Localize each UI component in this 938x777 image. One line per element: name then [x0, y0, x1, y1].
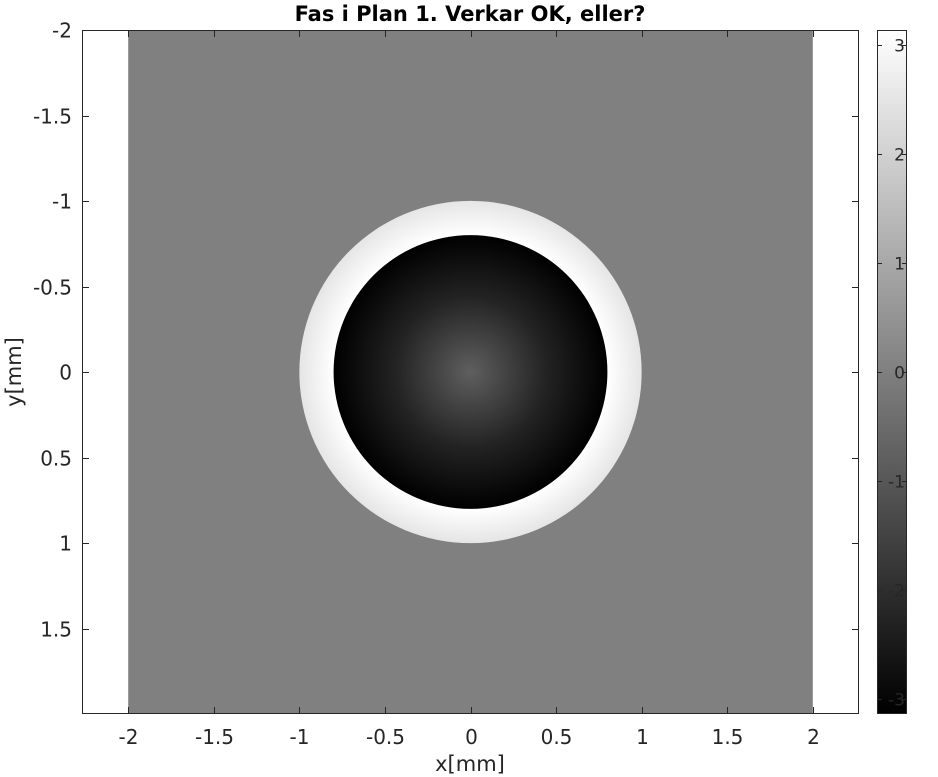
- phase-image: [128, 30, 813, 714]
- y-axis-label: y[mm]: [2, 337, 26, 407]
- axes: -2 -1.5 -1 -0.5 0 0.5 1 1.5 2 -2 -1.5 -1 -0.5 0 0.5 1 1…: [33, 19, 859, 749]
- colorbar-tick-label: 2: [894, 146, 905, 166]
- colorbar-tick-label: -3: [888, 691, 905, 711]
- phase-disk: [333, 235, 608, 509]
- y-tick-label: -2: [52, 19, 72, 43]
- y-tick-label: 1: [59, 532, 72, 556]
- x-tick-label: 1: [636, 725, 649, 749]
- colorbar-tick-label: 0: [894, 364, 905, 384]
- y-tick-label: 0.5: [40, 447, 72, 471]
- x-tick-label: 1.5: [712, 725, 744, 749]
- x-tick-label: -1.5: [195, 725, 234, 749]
- y-tick-label: -1.5: [33, 105, 72, 129]
- y-tick-label: 0: [59, 361, 72, 385]
- y-tick-label: -1: [52, 190, 72, 214]
- x-tick-label: 0: [465, 725, 478, 749]
- colorbar-tick-label: -2: [888, 582, 905, 602]
- colorbar-tick-label: -1: [888, 473, 905, 493]
- colorbar-ticks: 3 2 1 0 -1 -2 -3: [877, 37, 907, 711]
- y-tick-label: -0.5: [33, 276, 72, 300]
- x-tick-label: 0.5: [541, 725, 573, 749]
- colorbar-tick-label: 3: [894, 37, 905, 57]
- x-tick-label: 2: [807, 725, 820, 749]
- plot-title: Fas i Plan 1. Verkar OK, eller?: [295, 2, 646, 26]
- x-tick-label: -2: [119, 725, 139, 749]
- y-axis-ticks: -2 -1.5 -1 -0.5 0 0.5 1 1.5: [33, 19, 859, 642]
- x-tick-label: -0.5: [366, 725, 405, 749]
- x-tick-label: -1: [290, 725, 310, 749]
- x-axis-label: x[mm]: [435, 752, 505, 776]
- colorbar-tick-label: 1: [894, 255, 905, 275]
- y-tick-label: 1.5: [40, 618, 72, 642]
- colorbar: 3 2 1 0 -1 -2 -3: [877, 30, 907, 714]
- x-axis-ticks: -2 -1.5 -1 -0.5 0 0.5 1 1.5 2: [119, 30, 820, 749]
